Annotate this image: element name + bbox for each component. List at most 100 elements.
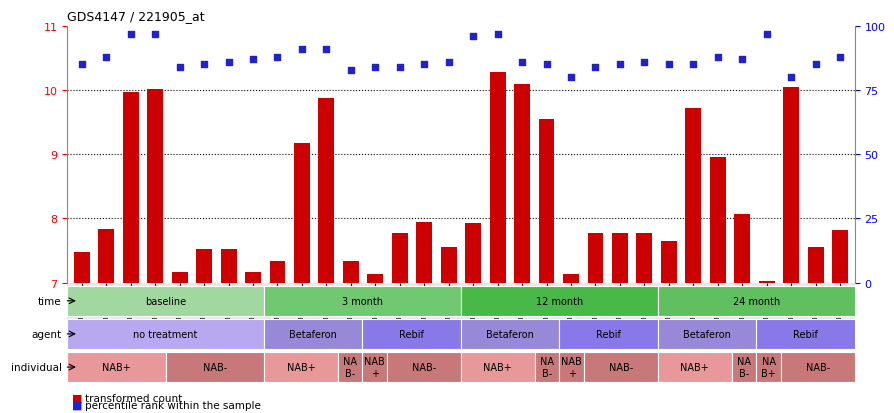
Bar bbox=[264, 319, 362, 349]
Bar bbox=[780, 352, 854, 382]
Bar bbox=[245, 272, 261, 283]
Point bbox=[514, 59, 528, 66]
Text: Betaferon: Betaferon bbox=[682, 329, 730, 339]
Text: NA
B-: NA B- bbox=[539, 356, 553, 378]
Bar bbox=[67, 319, 264, 349]
Bar bbox=[386, 352, 460, 382]
Text: 24 month: 24 month bbox=[732, 296, 779, 306]
Text: NA
B+: NA B+ bbox=[761, 356, 775, 378]
Text: agent: agent bbox=[31, 329, 62, 339]
Text: NAB-: NAB- bbox=[411, 362, 435, 372]
Text: ■: ■ bbox=[72, 400, 82, 410]
Bar bbox=[148, 90, 163, 283]
Point bbox=[99, 54, 114, 61]
Bar bbox=[74, 252, 89, 283]
Bar bbox=[196, 249, 212, 283]
Text: Betaferon: Betaferon bbox=[289, 329, 337, 339]
Text: NAB-: NAB- bbox=[608, 362, 632, 372]
Bar bbox=[489, 73, 505, 283]
Text: NAB-: NAB- bbox=[805, 362, 829, 372]
Point bbox=[587, 64, 602, 71]
Bar bbox=[67, 286, 264, 316]
Point bbox=[759, 31, 773, 38]
Bar bbox=[318, 99, 334, 283]
Text: 12 month: 12 month bbox=[536, 296, 582, 306]
Point bbox=[710, 54, 724, 61]
Bar bbox=[264, 286, 460, 316]
Text: percentile rank within the sample: percentile rank within the sample bbox=[85, 400, 261, 410]
Bar bbox=[806, 248, 822, 283]
Point bbox=[637, 59, 651, 66]
Point bbox=[294, 47, 308, 53]
Bar bbox=[831, 230, 847, 283]
Point bbox=[417, 62, 431, 69]
Text: individual: individual bbox=[11, 362, 62, 372]
Text: Rebif: Rebif bbox=[399, 329, 424, 339]
Point bbox=[441, 59, 455, 66]
Point bbox=[734, 57, 748, 64]
Point bbox=[539, 62, 553, 69]
Bar bbox=[758, 281, 773, 283]
Point bbox=[246, 57, 260, 64]
Point bbox=[612, 62, 627, 69]
Text: Betaferon: Betaferon bbox=[485, 329, 534, 339]
Bar bbox=[755, 352, 780, 382]
Point bbox=[173, 64, 187, 71]
Bar bbox=[362, 352, 386, 382]
Point bbox=[74, 62, 89, 69]
Bar bbox=[538, 120, 554, 283]
Point bbox=[197, 62, 211, 69]
Bar bbox=[342, 262, 358, 283]
Text: NAB
+: NAB + bbox=[364, 356, 384, 378]
Bar bbox=[67, 352, 165, 382]
Bar bbox=[362, 319, 460, 349]
Bar bbox=[657, 352, 731, 382]
Text: NAB+: NAB+ bbox=[102, 362, 131, 372]
Text: NAB-: NAB- bbox=[202, 362, 227, 372]
Text: NAB+: NAB+ bbox=[286, 362, 315, 372]
Point bbox=[832, 54, 847, 61]
Bar bbox=[220, 249, 236, 283]
Point bbox=[343, 67, 358, 74]
Bar bbox=[392, 234, 408, 283]
Bar bbox=[559, 319, 657, 349]
Bar bbox=[460, 319, 559, 349]
Text: ■: ■ bbox=[72, 393, 82, 403]
Point bbox=[661, 62, 675, 69]
Bar bbox=[709, 158, 725, 283]
Bar bbox=[733, 214, 749, 283]
Bar bbox=[636, 234, 652, 283]
Text: Rebif: Rebif bbox=[595, 329, 620, 339]
Bar bbox=[165, 352, 264, 382]
Bar bbox=[611, 234, 628, 283]
Bar bbox=[416, 222, 432, 283]
Bar bbox=[657, 286, 854, 316]
Bar bbox=[685, 109, 701, 283]
Point bbox=[148, 31, 162, 38]
Text: NAB+: NAB+ bbox=[483, 362, 511, 372]
Bar bbox=[465, 223, 481, 283]
Bar bbox=[293, 143, 309, 283]
Point bbox=[807, 62, 822, 69]
Bar bbox=[782, 88, 798, 283]
Text: time: time bbox=[38, 296, 62, 306]
Bar bbox=[583, 352, 657, 382]
Text: GDS4147 / 221905_at: GDS4147 / 221905_at bbox=[67, 10, 205, 23]
Text: 3 month: 3 month bbox=[342, 296, 383, 306]
Point bbox=[367, 64, 382, 71]
Text: NAB+: NAB+ bbox=[679, 362, 708, 372]
Bar bbox=[586, 234, 603, 283]
Bar bbox=[562, 275, 578, 283]
Bar bbox=[660, 241, 676, 283]
Bar bbox=[367, 275, 383, 283]
Bar bbox=[440, 248, 456, 283]
Text: baseline: baseline bbox=[145, 296, 186, 306]
Point bbox=[466, 34, 480, 40]
Bar bbox=[172, 272, 188, 283]
Text: no treatment: no treatment bbox=[133, 329, 198, 339]
Bar bbox=[269, 262, 285, 283]
Point bbox=[783, 75, 797, 81]
Point bbox=[563, 75, 578, 81]
Point bbox=[319, 47, 333, 53]
Bar bbox=[122, 93, 139, 283]
